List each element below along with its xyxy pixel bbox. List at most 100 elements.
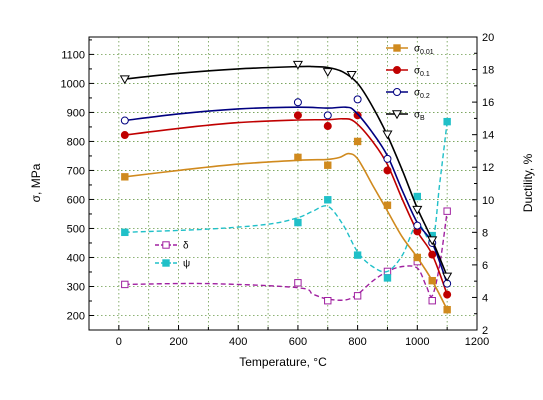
x-tick-label: 0 — [116, 336, 122, 348]
series-line — [124, 211, 448, 301]
y-right-tick-label: 8 — [482, 227, 488, 239]
data-point — [292, 60, 303, 70]
data-point — [353, 137, 362, 146]
y-left-tick-label: 600 — [67, 194, 85, 206]
data-point — [346, 71, 357, 80]
x-axis: 0 200 400 600 800 1000 1200 — [88, 325, 489, 348]
data-point — [413, 253, 422, 262]
legend-entry: ψ — [155, 259, 190, 270]
legend-entry: σ 0.1 — [386, 66, 430, 78]
data-point — [427, 236, 438, 246]
y-right-tick-label: 12 — [482, 162, 494, 174]
data-point — [383, 154, 392, 163]
series-2 — [120, 95, 452, 288]
x-tick-label: 800 — [348, 336, 366, 348]
y-axis-left: 200 300 400 500 600 700 800 900 1000 1100 — [61, 39, 94, 331]
data-point — [383, 274, 392, 282]
grid — [89, 37, 477, 330]
y-left-tick-label: 1000 — [61, 78, 85, 90]
data-point — [294, 218, 302, 227]
plot-frame — [88, 36, 478, 331]
series-3 — [119, 60, 453, 282]
data-point — [121, 173, 129, 181]
x-tick-label: 600 — [289, 336, 307, 348]
data-point — [428, 250, 437, 259]
y-left-tick-label: 900 — [67, 107, 85, 119]
data-point — [294, 279, 302, 287]
legend-label: σ — [414, 110, 421, 121]
y-right-tick-label: 6 — [482, 260, 488, 272]
data-point — [293, 111, 302, 120]
data-point — [120, 116, 129, 125]
data-point — [353, 251, 362, 259]
legend-label: δ — [183, 241, 189, 252]
data-point — [353, 292, 362, 300]
data-point — [324, 161, 332, 169]
legend-label: σ — [414, 88, 421, 99]
legend-label-subscript: 0.01 — [420, 49, 434, 56]
legend-marker — [162, 259, 170, 267]
data-point — [119, 75, 130, 85]
data-point — [442, 272, 453, 282]
legend-marker — [393, 44, 401, 52]
data-point — [413, 192, 422, 201]
y-left-tick-label: 500 — [67, 223, 85, 235]
x-tick-label: 400 — [229, 336, 247, 348]
y-axis-right: 2 4 6 8 10 12 14 16 18 20 — [472, 32, 494, 337]
data-point — [428, 276, 436, 285]
data-point — [324, 196, 332, 204]
x-axis-title: Temperature, °C — [239, 355, 327, 369]
legend-entry: σ 0.2 — [386, 88, 430, 100]
legend-label-subscript: B — [420, 115, 425, 122]
series-5 — [121, 117, 451, 282]
legend-marker — [162, 241, 170, 249]
data-point — [121, 280, 129, 289]
data-point — [383, 201, 392, 209]
data-point — [428, 297, 436, 305]
legend-label-subscript: 0.1 — [420, 71, 430, 78]
y-left-tick-label: 200 — [67, 310, 85, 322]
data-point — [383, 166, 392, 175]
legend-marker — [391, 110, 403, 120]
data-point — [353, 95, 362, 104]
y-right-tick-label: 20 — [482, 32, 494, 44]
y-right-tick-label: 16 — [482, 97, 494, 109]
legend-entry: δ — [155, 241, 189, 252]
data-point — [324, 297, 332, 305]
data-point — [120, 131, 129, 140]
y-right-tick-label: 18 — [482, 65, 494, 77]
legend-label: σ — [414, 44, 421, 55]
legend-entry: σ 0.01 — [386, 44, 434, 56]
data-point — [443, 305, 451, 314]
data-point — [413, 221, 422, 230]
data-point — [322, 68, 333, 78]
data-point — [443, 117, 451, 126]
x-tick-label: 200 — [169, 336, 187, 348]
legend-lower: δψ — [155, 241, 190, 270]
data-point — [293, 98, 302, 107]
data-point — [323, 122, 332, 131]
legend-marker — [393, 66, 401, 74]
y-right-tick-label: 10 — [482, 195, 494, 207]
x-tick-label: 1200 — [465, 336, 489, 348]
y-right-tick-label: 4 — [482, 292, 488, 304]
series-line — [124, 117, 448, 295]
series-line — [124, 121, 448, 273]
series-layer — [119, 60, 453, 314]
legend-label: σ — [414, 66, 421, 77]
y-right-tick-label: 2 — [482, 325, 488, 337]
series-0 — [121, 137, 451, 314]
legend-label-subscript: 0.2 — [420, 93, 430, 100]
y-left-tick-label: 400 — [67, 252, 85, 264]
legend-upper: σ 0.01σ 0.1σ 0.2σ B — [386, 44, 434, 122]
data-point — [121, 228, 129, 237]
x-tick-label: 1000 — [405, 336, 429, 348]
y-left-tick-label: 800 — [67, 136, 85, 148]
y-left-tick-label: 700 — [67, 165, 85, 177]
data-point — [382, 130, 393, 140]
data-point — [294, 153, 302, 162]
data-point — [443, 290, 452, 299]
data-point — [443, 207, 451, 215]
